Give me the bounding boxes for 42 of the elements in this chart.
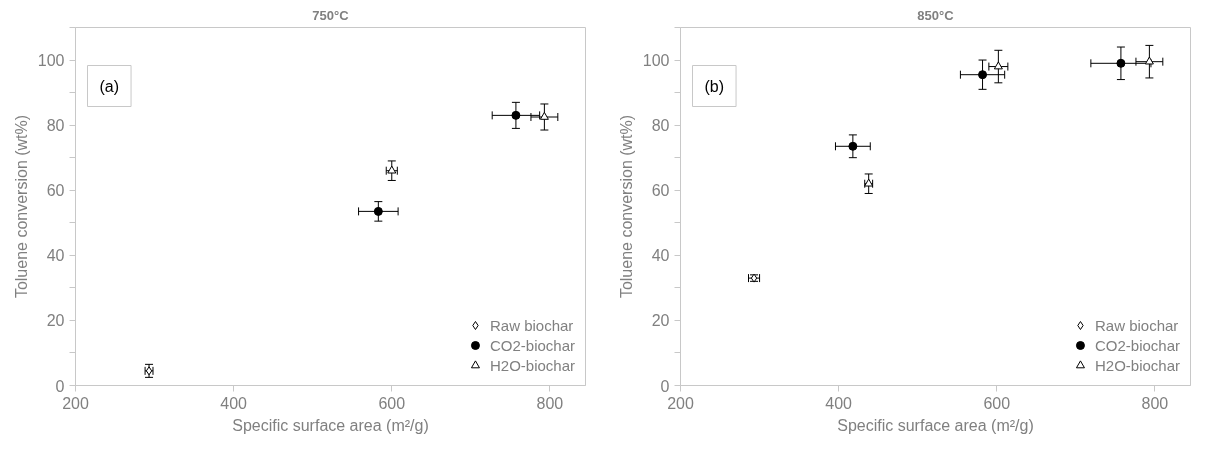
- y-axis-title: Toluene conversion (wt%): [617, 114, 635, 299]
- y-tick-label: 60: [651, 182, 670, 200]
- annotation: (a): [99, 77, 120, 95]
- x-tick-label: 800: [536, 394, 564, 412]
- point: [978, 70, 988, 80]
- y-axis-title: Toluene conversion (wt%): [12, 114, 30, 299]
- chart-title: 750°C: [312, 7, 350, 23]
- y-tick-label: 60: [46, 182, 65, 200]
- x-tick-label: 600: [983, 394, 1011, 412]
- annotation: (b): [704, 77, 725, 95]
- y-tick-label: 80: [651, 117, 670, 135]
- y-tick-label: 80: [46, 117, 65, 135]
- x-tick-label: 400: [825, 394, 853, 412]
- y-tick-label: 40: [651, 247, 670, 265]
- x-tick-label: 200: [667, 394, 694, 412]
- x-tick-label: 600: [378, 394, 406, 412]
- point: [373, 206, 383, 216]
- y-tick-label: 20: [651, 312, 670, 330]
- y-tick-label: 20: [46, 312, 65, 330]
- point: [848, 141, 858, 151]
- legend-label: H2O-biochar: [489, 355, 575, 375]
- x-axis-title: Specific surface area (m²/g): [232, 416, 429, 434]
- y-tick-label: 100: [642, 52, 670, 70]
- point: [1144, 56, 1154, 65]
- x-tick-label: 200: [62, 394, 89, 412]
- legend-label: Raw biochar: [1094, 315, 1179, 335]
- point: [539, 111, 549, 120]
- y-tick-label: 0: [660, 377, 670, 395]
- point: [993, 61, 1003, 70]
- legend-label: H2O-biochar: [1094, 355, 1180, 375]
- y-tick-label: 100: [37, 52, 65, 70]
- legend-label: Raw biochar: [489, 315, 574, 335]
- y-tick-label: 0: [55, 377, 65, 395]
- x-tick-label: 800: [1141, 394, 1169, 412]
- legend-label: CO2-biochar: [1094, 335, 1180, 355]
- x-tick-label: 400: [220, 394, 248, 412]
- x-axis-title: Specific surface area (m²/g): [837, 416, 1034, 434]
- point: [511, 110, 521, 120]
- point: [1116, 58, 1126, 68]
- y-tick-label: 40: [46, 247, 65, 265]
- chart-title: 850°C: [917, 7, 955, 23]
- legend-label: CO2-biochar: [489, 335, 575, 355]
